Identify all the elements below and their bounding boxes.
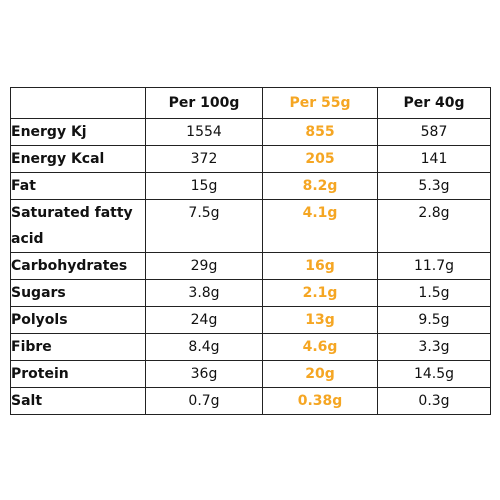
value-per-55g: 0.38g [262, 387, 378, 415]
value-per-55g: 16g [262, 252, 378, 280]
row-label: Fat [10, 172, 146, 200]
value-per-100g: 24g [145, 306, 263, 334]
row-label: Fibre [10, 333, 146, 361]
value-per-100g: 0.7g [145, 387, 263, 415]
value-per-40g: 3.3g [377, 333, 491, 361]
row-label: Polyols [10, 306, 146, 334]
row-label: Saturated fatty acid [10, 199, 146, 253]
value-per-40g: 11.7g [377, 252, 491, 280]
value-per-100g: 8.4g [145, 333, 263, 361]
row-label: Sugars [10, 279, 146, 307]
header-per-100g: Per 100g [145, 87, 263, 119]
table-row: Protein 36g 20g 14.5g [10, 360, 491, 388]
table-row: Sugars 3.8g 2.1g 1.5g [10, 279, 491, 307]
value-per-40g: 1.5g [377, 279, 491, 307]
value-per-55g: 8.2g [262, 172, 378, 200]
value-per-40g: 5.3g [377, 172, 491, 200]
value-per-40g: 587 [377, 118, 491, 146]
row-label: Energy Kj [10, 118, 146, 146]
value-per-55g: 13g [262, 306, 378, 334]
value-per-55g: 20g [262, 360, 378, 388]
value-per-55g: 855 [262, 118, 378, 146]
nutrition-table: Per 100g Per 55g Per 40g Energy Kj 1554 … [10, 87, 491, 415]
table-row: Polyols 24g 13g 9.5g [10, 306, 491, 334]
table-row: Saturated fatty acid 7.5g 4.1g 2.8g [10, 199, 491, 253]
table-header-row: Per 100g Per 55g Per 40g [10, 87, 491, 119]
row-label: Carbohydrates [10, 252, 146, 280]
table-row: Energy Kcal 372 205 141 [10, 145, 491, 173]
table-row: Energy Kj 1554 855 587 [10, 118, 491, 146]
value-per-40g: 2.8g [377, 199, 491, 253]
value-per-40g: 0.3g [377, 387, 491, 415]
value-per-55g: 205 [262, 145, 378, 173]
value-per-100g: 36g [145, 360, 263, 388]
header-per-55g: Per 55g [262, 87, 378, 119]
value-per-100g: 29g [145, 252, 263, 280]
value-per-100g: 1554 [145, 118, 263, 146]
header-blank [10, 87, 146, 119]
table-row: Salt 0.7g 0.38g 0.3g [10, 387, 491, 415]
table-row: Carbohydrates 29g 16g 11.7g [10, 252, 491, 280]
value-per-40g: 14.5g [377, 360, 491, 388]
value-per-100g: 372 [145, 145, 263, 173]
value-per-55g: 2.1g [262, 279, 378, 307]
value-per-100g: 15g [145, 172, 263, 200]
row-label: Protein [10, 360, 146, 388]
value-per-40g: 9.5g [377, 306, 491, 334]
value-per-55g: 4.6g [262, 333, 378, 361]
table-row: Fibre 8.4g 4.6g 3.3g [10, 333, 491, 361]
value-per-55g: 4.1g [262, 199, 378, 253]
value-per-100g: 3.8g [145, 279, 263, 307]
row-label: Salt [10, 387, 146, 415]
table-row: Fat 15g 8.2g 5.3g [10, 172, 491, 200]
header-per-40g: Per 40g [377, 87, 491, 119]
value-per-100g: 7.5g [145, 199, 263, 253]
row-label: Energy Kcal [10, 145, 146, 173]
value-per-40g: 141 [377, 145, 491, 173]
